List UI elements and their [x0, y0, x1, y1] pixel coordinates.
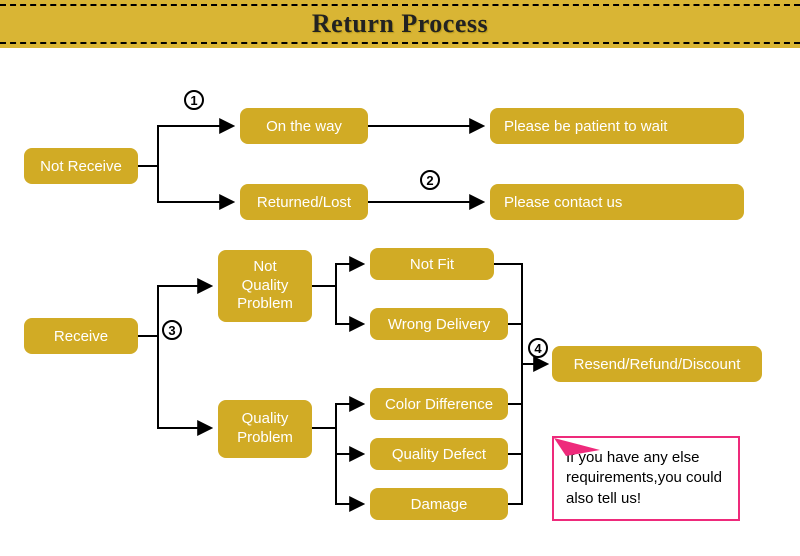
node-not-receive: Not Receive: [24, 148, 138, 184]
node-returned-lost: Returned/Lost: [240, 184, 368, 220]
node-receive: Receive: [24, 318, 138, 354]
node-damage: Damage: [370, 488, 508, 520]
edge-9: [336, 428, 362, 454]
callout-tail: [510, 386, 610, 456]
node-contact: Please contact us: [490, 184, 744, 220]
node-color-diff: Color Difference: [370, 388, 508, 420]
node-resend: Resend/Refund/Discount: [552, 346, 762, 382]
node-qual-defect: Quality Defect: [370, 438, 508, 470]
step-number-1: 1: [184, 90, 204, 110]
header-dash-top: [0, 4, 800, 6]
edge-10: [336, 454, 362, 504]
flowchart-canvas: Not Receive On the way Returned/Lost Please…: [0, 48, 800, 556]
page-title: Return Process: [312, 9, 488, 39]
edge-0: [138, 126, 232, 166]
edge-5: [158, 336, 210, 428]
edge-1: [158, 166, 232, 202]
node-on-the-way: On the way: [240, 108, 368, 144]
node-not-fit: Not Fit: [370, 248, 494, 280]
step-number-3: 3: [162, 320, 182, 340]
node-wrong-del: Wrong Delivery: [370, 308, 508, 340]
edge-6: [312, 264, 362, 286]
callout-text: If you have any else requirements,you co…: [566, 449, 722, 507]
node-quality: Quality Problem: [218, 400, 312, 458]
step-number-4: 4: [528, 338, 548, 358]
edge-8: [312, 404, 362, 428]
callout-note: If you have any else requirements,you co…: [552, 436, 740, 521]
header: Return Process: [0, 0, 800, 48]
header-dash-bottom: [0, 42, 800, 44]
node-patient: Please be patient to wait: [490, 108, 744, 144]
step-number-2: 2: [420, 170, 440, 190]
edge-7: [336, 286, 362, 324]
node-not-quality: Not Quality Problem: [218, 250, 312, 322]
